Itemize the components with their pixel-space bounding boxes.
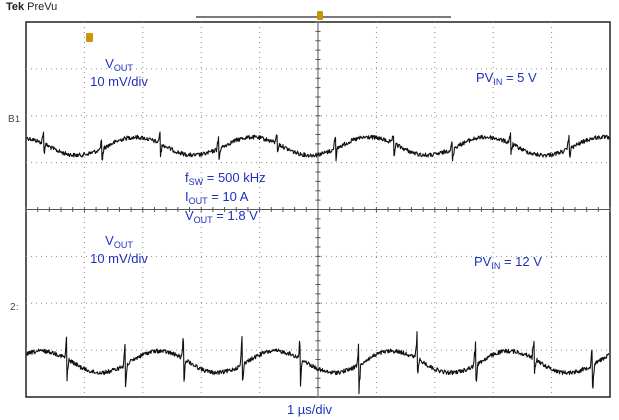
waveform-trace-ch1: [26, 131, 610, 162]
acquisition-state: PreVu: [27, 1, 58, 13]
channel-2-marker: 2 :: [10, 302, 19, 313]
waveform-trace-ch2: [26, 331, 610, 395]
output-voltage-label: VOUT = 1.8 V: [185, 208, 258, 225]
waveform-traces: [26, 131, 610, 395]
ch2-signal-label: VOUT: [105, 233, 133, 250]
switching-frequency-label: fSW = 500 kHz: [185, 170, 266, 187]
trigger-level-marker: [86, 33, 93, 42]
scope-status-header: Tek PreVu: [6, 1, 57, 13]
ch1-scale-label: 10 mV/div: [90, 74, 148, 89]
svg-text::: :: [16, 302, 19, 312]
svg-text:2: 2: [10, 302, 16, 313]
output-current-label: IOUT = 10 A: [185, 189, 249, 206]
ch1-signal-label: VOUT: [105, 56, 133, 73]
graticule-center-axes: [25, 21, 611, 398]
ch2-scale-label: 10 mV/div: [90, 251, 148, 266]
ch1-input-voltage-label: PVIN = 5 V: [476, 70, 537, 87]
trigger-position-marker: [317, 11, 323, 20]
time-scale-label: 1 µs/div: [286, 402, 333, 417]
ch2-input-voltage-label: PVIN = 12 V: [474, 254, 542, 271]
svg-text:1: 1: [15, 114, 20, 124]
brand-label: Tek: [6, 1, 25, 13]
channel-1-marker: B 1: [8, 114, 20, 125]
svg-text:B: B: [8, 114, 15, 125]
